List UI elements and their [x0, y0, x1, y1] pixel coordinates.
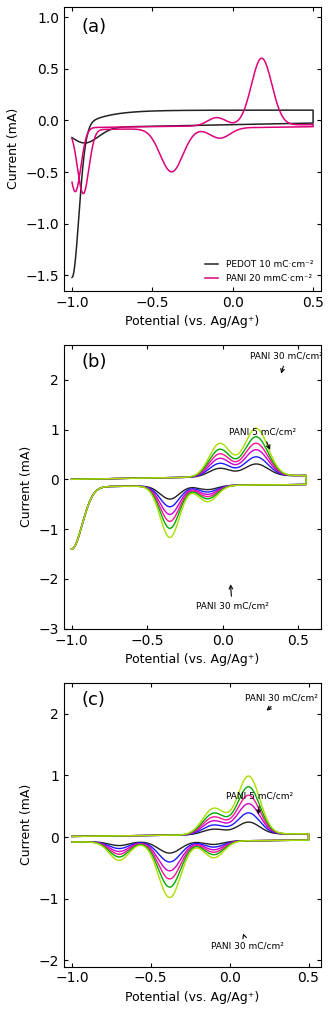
- Text: PANI 30 mC/cm²: PANI 30 mC/cm²: [211, 934, 284, 950]
- X-axis label: Potential (vs. Ag/Ag⁺): Potential (vs. Ag/Ag⁺): [125, 653, 260, 666]
- Y-axis label: Current (mA): Current (mA): [20, 785, 33, 865]
- Y-axis label: Current (mA): Current (mA): [20, 446, 33, 528]
- Legend: PEDOT 10 mC·cm⁻², PANI 20 mmC·cm⁻²: PEDOT 10 mC·cm⁻², PANI 20 mmC·cm⁻²: [201, 257, 317, 286]
- Text: PANI 5 mC/cm²: PANI 5 mC/cm²: [226, 792, 294, 813]
- Text: PANI 30 mC/cm²: PANI 30 mC/cm²: [196, 585, 268, 611]
- X-axis label: Potential (vs. Ag/Ag⁺): Potential (vs. Ag/Ag⁺): [125, 315, 260, 329]
- Text: PANI 30 mC/cm²: PANI 30 mC/cm²: [245, 694, 318, 710]
- Text: (b): (b): [82, 354, 108, 371]
- Text: PANI 30 mC/cm²: PANI 30 mC/cm²: [250, 352, 323, 372]
- Text: (c): (c): [82, 692, 106, 710]
- Text: (a): (a): [82, 18, 107, 36]
- Y-axis label: Current (mA): Current (mA): [7, 108, 20, 189]
- Text: PANI 5 mC/cm²: PANI 5 mC/cm²: [229, 428, 296, 449]
- X-axis label: Potential (vs. Ag/Ag⁺): Potential (vs. Ag/Ag⁺): [125, 991, 260, 1004]
